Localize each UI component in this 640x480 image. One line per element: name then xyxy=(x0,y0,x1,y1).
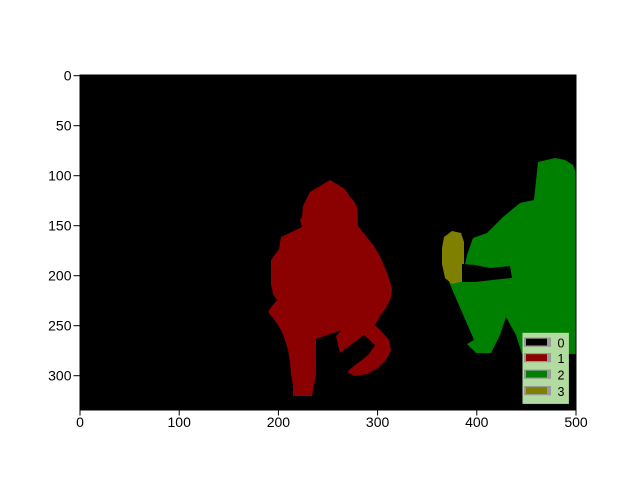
svg-text:0: 0 xyxy=(64,68,72,84)
svg-text:0: 0 xyxy=(76,414,84,430)
svg-text:150: 150 xyxy=(48,218,72,234)
svg-text:500: 500 xyxy=(564,414,588,430)
svg-text:300: 300 xyxy=(366,414,390,430)
svg-text:2: 2 xyxy=(558,368,565,382)
svg-text:1: 1 xyxy=(558,352,565,366)
svg-text:200: 200 xyxy=(48,268,72,284)
svg-text:50: 50 xyxy=(56,118,72,134)
svg-text:3: 3 xyxy=(558,385,565,399)
svg-text:250: 250 xyxy=(48,318,72,334)
svg-text:300: 300 xyxy=(48,368,72,384)
svg-text:200: 200 xyxy=(267,414,291,430)
svg-text:0: 0 xyxy=(558,336,565,350)
svg-text:100: 100 xyxy=(48,168,72,184)
svg-text:400: 400 xyxy=(465,414,489,430)
svg-text:100: 100 xyxy=(168,414,192,430)
